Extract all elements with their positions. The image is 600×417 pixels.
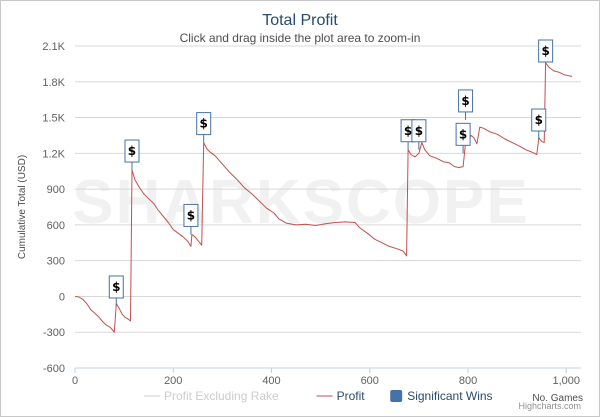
x-tick-label: 400 (262, 375, 280, 387)
flag-box (538, 39, 554, 63)
legend-item[interactable]: Profit (316, 389, 366, 403)
legend-item[interactable]: Significant Wins (390, 389, 493, 403)
grid-lines (75, 45, 581, 369)
flag-dollar-icon: $ (128, 144, 136, 158)
x-tick-label: 200 (164, 375, 182, 387)
x-tick-label: 1,000 (552, 375, 580, 387)
significant-win-flag[interactable]: $ (124, 139, 140, 171)
flag-box (196, 112, 212, 136)
axes: -600 -300 0 300 600 900 1.2K 1.5K 1.8K 2.1K 0 200 40… (17, 41, 583, 404)
flag-dollar-icon: $ (404, 124, 412, 138)
legend-item[interactable]: Profit Excluding Rake (144, 389, 279, 403)
y-tick-label: 0 (59, 291, 65, 303)
significant-win-flag[interactable]: $ (531, 108, 547, 140)
significant-win-flag[interactable]: $ (196, 112, 212, 143)
flag-dollar-icon: $ (187, 208, 195, 222)
y-tick-label: 600 (47, 220, 65, 232)
watermark-text: SHARKSCOPE (72, 168, 530, 237)
legend-label: Profit (337, 389, 366, 403)
y-tick-label: -300 (43, 327, 65, 339)
flag-dollar-icon: $ (541, 44, 549, 58)
flag-box (183, 203, 199, 227)
chart-title: Total Profit (262, 12, 338, 29)
flag-dollar-icon: $ (459, 127, 467, 141)
watermark: SHARKSCOPE (72, 168, 530, 237)
series-line-profit[interactable] (74, 62, 573, 333)
chart-credits[interactable]: Highcharts.com (518, 401, 581, 411)
significant-win-flag[interactable]: $ (538, 39, 554, 63)
legend-box-swatch (390, 390, 403, 402)
y-tick-label: 1.5K (42, 113, 65, 125)
y-tick-label: 2.1K (42, 41, 65, 53)
significant-win-flag[interactable]: $ (458, 89, 474, 120)
flag-dollar-icon: $ (112, 280, 120, 294)
y-tick-label: 1.2K (42, 148, 65, 160)
flag-box (455, 122, 471, 146)
x-tick-label: 600 (361, 375, 379, 387)
series-layer (74, 62, 573, 333)
significant-win-flag[interactable]: $ (183, 203, 199, 235)
y-tick-label: -600 (43, 363, 65, 375)
x-axis-title: No. Games (532, 393, 583, 404)
flag-dollar-icon: $ (461, 94, 469, 108)
x-tick-label: 800 (459, 375, 477, 387)
legend-label: Significant Wins (407, 389, 492, 403)
significant-win-flag[interactable]: $ (455, 122, 471, 154)
flag-box (411, 119, 427, 143)
flag-dollar-icon: $ (415, 124, 423, 138)
significant-wins-layer: $$$$$ $ $$$$ (108, 39, 554, 306)
y-tick-label: 900 (47, 184, 65, 196)
flag-dollar-icon: $ (200, 117, 208, 131)
chart-subtitle: Click and drag inside the plot area to z… (180, 31, 421, 45)
y-tick-label: 1.8K (42, 77, 65, 89)
y-tick-label: 300 (47, 256, 65, 268)
x-tick-label: 0 (72, 375, 78, 387)
flag-box (108, 275, 124, 299)
flag-box (531, 108, 547, 132)
significant-win-flag[interactable]: $ (411, 119, 427, 150)
significant-win-flag[interactable]: $ (108, 275, 124, 306)
flag-box (124, 139, 140, 163)
y-axis-title: Cumulative Total (USD) (17, 155, 28, 259)
flag-box (458, 89, 474, 113)
flag-dollar-icon: $ (535, 113, 543, 127)
legend-label: Profit Excluding Rake (164, 389, 279, 403)
legend: Profit Excluding Rake Profit Significant W… (144, 389, 581, 411)
